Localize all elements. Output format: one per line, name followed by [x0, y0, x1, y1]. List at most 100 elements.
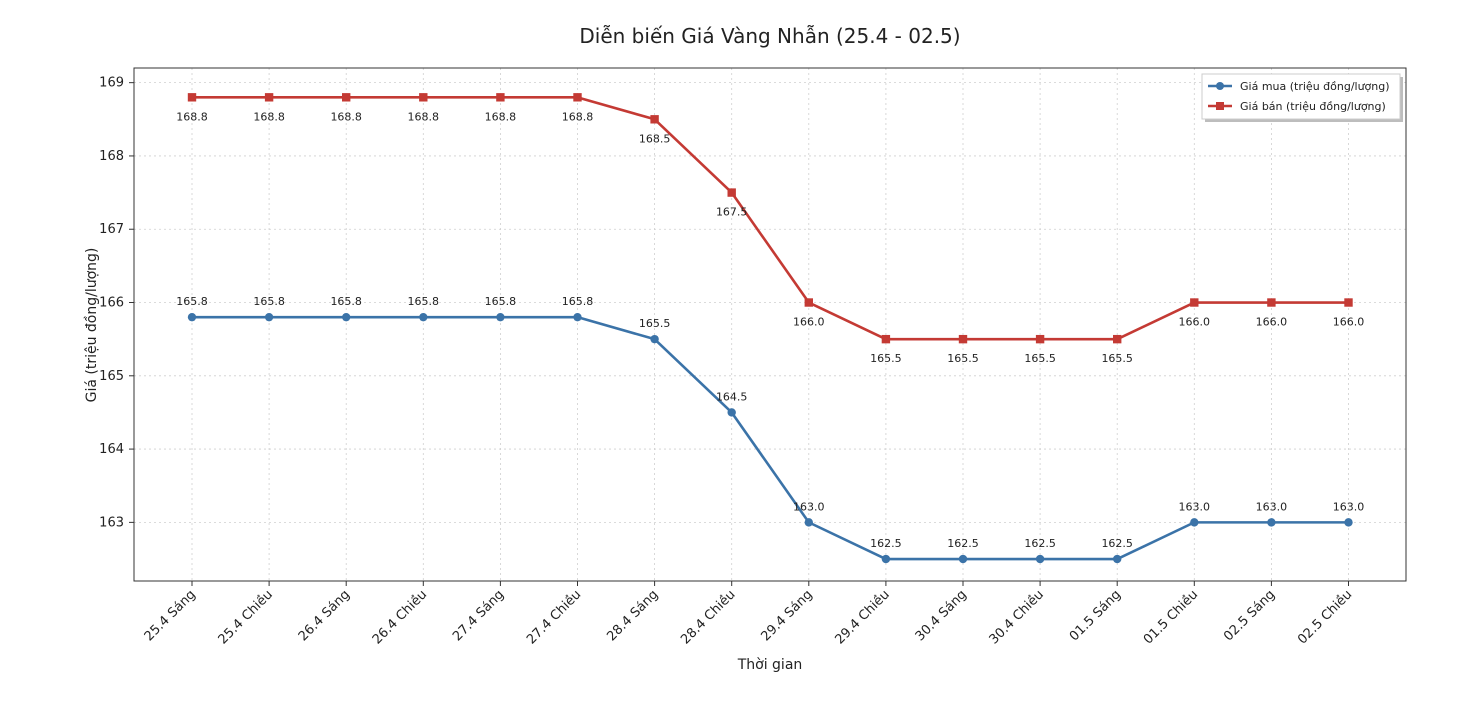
- data-label: 163.0: [793, 500, 825, 513]
- data-point: [958, 334, 968, 344]
- data-label: 162.5: [947, 537, 979, 550]
- data-point: [650, 115, 659, 124]
- data-point: [650, 334, 659, 344]
- y-tick-label: 167: [99, 222, 124, 237]
- grid-layer: [134, 68, 1406, 581]
- data-point: [727, 188, 736, 197]
- data-point: [573, 312, 582, 322]
- data-label: 163.0: [1333, 500, 1365, 513]
- data-point: [727, 408, 736, 417]
- y-tick-label: 168: [99, 149, 124, 164]
- x-tick-label: 29.4 Sáng: [758, 587, 815, 644]
- data-label: 165.8: [562, 295, 594, 308]
- x-tick-label: 29.4 Chiều: [832, 587, 892, 647]
- series-layer: [187, 93, 1353, 564]
- legend-items: Giá mua (triệu đồng/lượng) Giá bán (triệu…: [1208, 80, 1390, 113]
- data-label: 165.8: [176, 295, 208, 308]
- chart-title: Diễn biến Giá Vàng Nhẫn (25.4 - 02.5): [579, 24, 960, 48]
- series-line-1: [192, 315, 1349, 561]
- x-tick-label: 26.4 Chiều: [370, 587, 430, 647]
- data-label: 166.0: [1179, 316, 1211, 329]
- data-label: 168.8: [408, 110, 440, 123]
- data-label: 163.0: [1179, 500, 1211, 513]
- data-point: [1344, 518, 1353, 527]
- x-tick-label: 26.4 Sáng: [296, 587, 353, 644]
- y-tick-label: 164: [99, 442, 124, 457]
- data-point: [1267, 298, 1276, 307]
- x-tick-label: 25.4 Chiều: [216, 587, 276, 647]
- y-tick-label: 169: [99, 76, 124, 91]
- x-axis-label: Thời gian: [737, 657, 803, 673]
- data-point: [1113, 334, 1122, 344]
- data-point: [496, 93, 505, 102]
- legend-label: Giá mua (triệu đồng/lượng): [1240, 80, 1390, 93]
- data-label: 168.8: [330, 110, 362, 123]
- data-point: [264, 93, 274, 102]
- legend: Giá mua (triệu đồng/lượng) Giá bán (triệu…: [1201, 73, 1403, 122]
- x-tick-label: 27.4 Sáng: [450, 587, 507, 644]
- data-label: 165.5: [639, 317, 671, 330]
- data-point: [881, 334, 891, 344]
- data-label: 163.0: [1256, 500, 1288, 513]
- x-tick-label: 28.4 Sáng: [604, 587, 661, 644]
- x-axis: 25.4 Sáng 25.4 Chiều 26.4 Sáng 26.4 Chiều 27…: [142, 581, 1355, 648]
- data-label: 165.5: [870, 352, 902, 365]
- data-label: 162.5: [870, 537, 902, 550]
- data-point: [573, 93, 582, 102]
- y-axis-label: Giá (triệu đồng/lượng): [83, 248, 100, 403]
- data-label: 165.5: [947, 352, 979, 365]
- data-point: [804, 518, 813, 527]
- y-axis: 163 164 165 166 167 168 169: [99, 76, 134, 530]
- data-label: 165.5: [1024, 352, 1056, 365]
- data-label: 168.8: [176, 110, 208, 123]
- data-label: 168.8: [485, 110, 517, 123]
- data-point: [419, 312, 428, 322]
- series-line-2: [192, 96, 1349, 341]
- y-tick-label: 165: [99, 369, 124, 384]
- x-tick-label: 02.5 Chiều: [1295, 587, 1355, 647]
- data-label: 165.8: [253, 295, 285, 308]
- data-label: 168.5: [639, 132, 671, 145]
- data-point: [1344, 298, 1353, 307]
- x-tick-label: 25.4 Sáng: [142, 587, 199, 644]
- legend-marker: [1216, 82, 1224, 90]
- data-label: 164.5: [716, 390, 748, 403]
- data-point: [1113, 554, 1122, 564]
- data-label: 166.0: [1333, 316, 1365, 329]
- x-tick-label: 01.5 Sáng: [1067, 587, 1124, 644]
- data-point: [187, 93, 197, 102]
- legend-box: [1201, 73, 1401, 120]
- data-point: [1035, 334, 1045, 344]
- data-point: [264, 312, 274, 322]
- data-label: 168.8: [253, 110, 285, 123]
- data-label: 165.8: [408, 295, 440, 308]
- data-point: [1267, 518, 1276, 527]
- x-tick-label: 01.5 Chiều: [1141, 587, 1201, 647]
- x-tick-label: 28.4 Chiều: [678, 587, 738, 647]
- legend-label: Giá bán (triệu đồng/lượng): [1240, 100, 1386, 113]
- x-tick-label: 27.4 Chiều: [524, 587, 584, 647]
- x-tick-label: 30.4 Sáng: [913, 587, 970, 644]
- data-point: [958, 554, 968, 564]
- legend-marker: [1216, 102, 1224, 110]
- x-tick-label: 30.4 Chiều: [987, 587, 1047, 647]
- data-label: 162.5: [1101, 537, 1133, 550]
- data-point: [1035, 554, 1045, 564]
- plot-frame: [133, 67, 1407, 582]
- data-label: 162.5: [1024, 537, 1056, 550]
- x-tick-label: 02.5 Sáng: [1221, 587, 1278, 644]
- data-label: 166.0: [793, 316, 825, 329]
- data-point: [342, 93, 351, 102]
- data-point: [187, 312, 197, 322]
- y-tick-label: 166: [99, 296, 124, 311]
- data-labels: 165.8 165.8 165.8 165.8 165.8 165.8 165.5 164.5…: [176, 110, 1364, 550]
- data-label: 165.8: [485, 295, 517, 308]
- data-point: [342, 312, 351, 322]
- data-label: 165.5: [1101, 352, 1133, 365]
- data-label: 166.0: [1256, 316, 1288, 329]
- data-point: [881, 554, 891, 564]
- data-point: [419, 93, 428, 102]
- data-point: [496, 312, 505, 322]
- data-label: 167.5: [716, 206, 748, 219]
